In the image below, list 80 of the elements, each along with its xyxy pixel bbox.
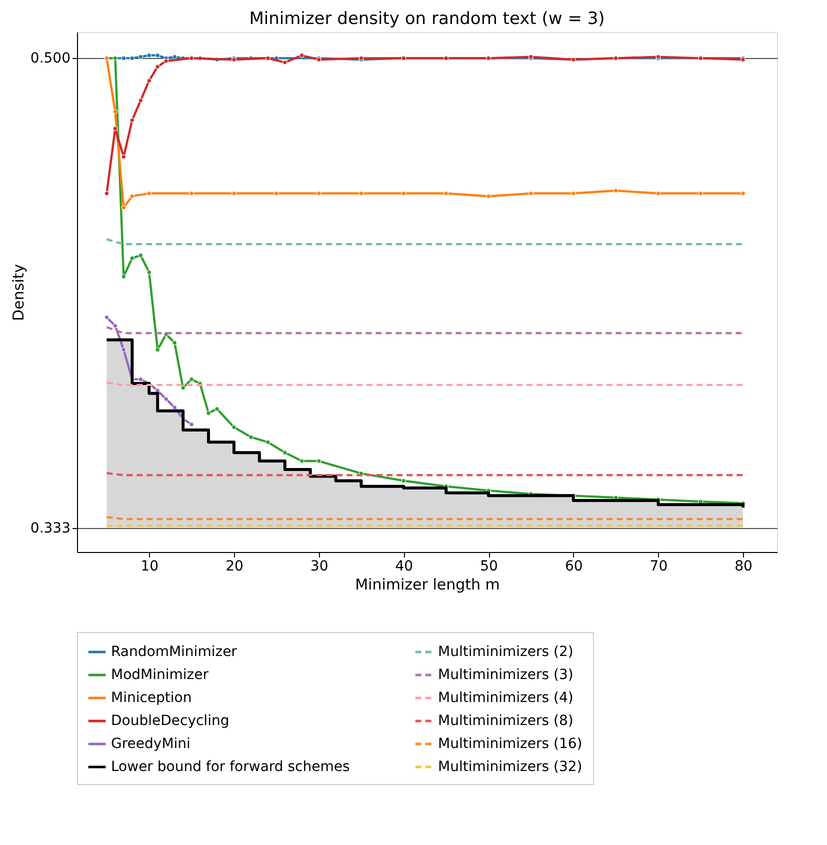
point (282, 450, 288, 455)
point (130, 56, 135, 61)
point (189, 190, 194, 196)
point (214, 406, 220, 412)
legend-label: GreedyMini (111, 736, 190, 752)
point (180, 385, 186, 390)
point (401, 190, 406, 196)
point (656, 190, 661, 196)
point (282, 60, 288, 65)
point (121, 274, 126, 279)
x-tick-label: 50 (480, 558, 498, 574)
point (248, 434, 254, 440)
point (486, 194, 491, 199)
point (265, 440, 270, 445)
point (232, 424, 236, 430)
point (401, 478, 406, 484)
x-tick-label: 10 (140, 558, 159, 574)
x-tick-label: 40 (395, 558, 414, 574)
legend-label: ModMinimizer (111, 667, 209, 683)
y-axis-title: Density (9, 264, 28, 322)
y-tick-label: 0.333 (30, 520, 70, 536)
point (299, 52, 304, 58)
point (206, 410, 211, 416)
point (232, 190, 236, 196)
point (172, 405, 177, 410)
point (121, 154, 126, 160)
chart-title: Minimizer density on random text (w = 3) (249, 9, 605, 29)
legend-label: Lower bound for forward schemes (111, 759, 350, 775)
point (155, 52, 160, 58)
point (155, 64, 160, 70)
point (146, 52, 152, 58)
legend-label: DoubleDecycling (111, 713, 230, 729)
point (155, 347, 160, 352)
point (146, 190, 152, 196)
point (146, 270, 152, 275)
x-axis-title: Minimizer length m (355, 576, 500, 594)
point (121, 56, 126, 61)
point (570, 190, 576, 196)
point (146, 78, 152, 84)
y-tick-label: 0.500 (30, 50, 70, 67)
legend-label: Multiminimizers (16) (438, 736, 582, 752)
point (164, 58, 169, 64)
x-tick-label: 80 (734, 558, 752, 574)
point (189, 422, 194, 427)
point (112, 109, 118, 114)
point (358, 190, 364, 196)
legend-label: Multiminimizers (3) (438, 667, 574, 683)
point (740, 190, 746, 196)
legend-label: Multiminimizers (8) (438, 713, 574, 729)
legend-label: Multiminimizers (32) (438, 759, 582, 775)
point (698, 190, 704, 196)
point (138, 98, 144, 103)
point (130, 194, 135, 199)
legend-label: Multiminimizers (2) (438, 644, 574, 660)
point (130, 256, 135, 261)
legend-label: RandomMinimizer (111, 644, 238, 660)
legend-label: Miniception (111, 690, 192, 706)
point (172, 340, 177, 346)
point (130, 118, 135, 123)
point (274, 190, 279, 196)
point (138, 54, 144, 60)
point (112, 126, 118, 132)
x-tick-label: 70 (650, 558, 668, 574)
point (164, 396, 169, 402)
x-tick-label: 30 (310, 558, 328, 574)
point (112, 323, 118, 328)
point (299, 458, 304, 464)
point (613, 188, 618, 194)
point (316, 458, 322, 464)
x-tick-label: 20 (226, 558, 244, 574)
point (444, 190, 449, 196)
point (138, 252, 144, 258)
point (104, 190, 110, 196)
point (265, 56, 270, 61)
point (528, 190, 534, 196)
point (121, 205, 126, 210)
x-tick-label: 60 (564, 558, 583, 574)
legend-label: Multiminimizers (4) (438, 690, 574, 706)
point (121, 347, 126, 352)
point (316, 190, 322, 196)
